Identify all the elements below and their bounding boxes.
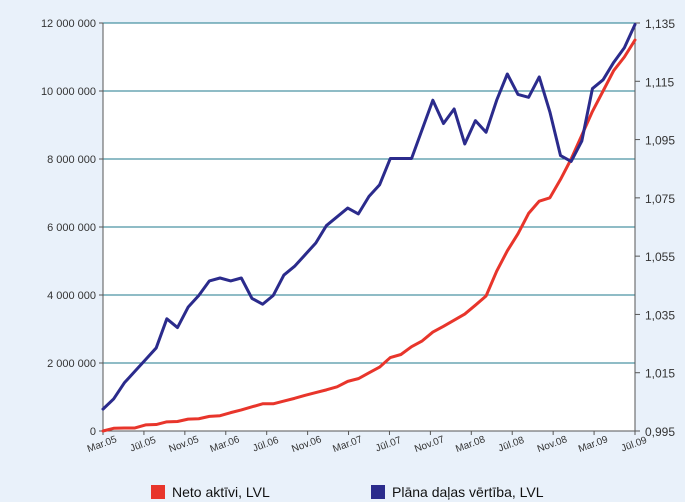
left-tick-label: 12 000 000 [41, 18, 96, 30]
legend-label-neto: Neto aktīvi, LVL [172, 484, 270, 500]
x-tick-label: Mar.08 [454, 434, 487, 455]
series-line-1 [101, 22, 637, 411]
legend-swatch-neto [151, 485, 165, 499]
x-tick-label: Jūl.09 [620, 435, 649, 455]
right-tick-label: 1,015 [645, 367, 675, 381]
x-tick-label: Mar.06 [209, 434, 242, 455]
x-tick-label: Jūl.08 [497, 435, 526, 455]
left-tick-label: 2 000 000 [47, 358, 96, 370]
x-tick-label: Nov.05 [168, 434, 201, 455]
x-axis-ticks: Mar.05 Jūl.05 Nov.05 Mar.06 Jūl.06 Nov.06 Mar.… [86, 430, 649, 455]
series-line-0 [101, 38, 637, 433]
legend-swatch-plana [371, 485, 385, 499]
right-tick-label: 1,095 [645, 134, 675, 148]
right-tick-label: 1,035 [645, 308, 675, 322]
series-lines [101, 22, 637, 433]
right-tick-label: 1,055 [645, 250, 675, 264]
x-tick-label: Jūl.05 [129, 435, 158, 455]
right-tick-label: 0,995 [645, 425, 675, 439]
left-tick-label: 6 000 000 [47, 222, 96, 234]
right-tick-label: 1,135 [645, 17, 675, 31]
right-tick-label: 1,075 [645, 192, 675, 206]
left-tick-label: 8 000 000 [47, 154, 96, 166]
x-tick-label: Mar.07 [331, 434, 364, 455]
right-tick-label: 1,115 [645, 75, 674, 89]
left-tick-label: 4 000 000 [47, 290, 96, 302]
x-tick-label: Nov.08 [536, 434, 569, 455]
left-tick-label: 0 [90, 426, 96, 438]
x-tick-label: Nov.06 [290, 434, 323, 455]
left-axis-ticks: 0 2 000 000 4 000 000 6 000 000 8 000 000 10 … [41, 18, 104, 438]
legend-label-plana: Plāna daļas vērtība, LVL [392, 484, 544, 500]
legend: Neto aktīvi, LVL Plāna daļas vērtība, LV… [151, 484, 544, 500]
right-axis-ticks: 0,995 1,015 1,035 1,055 1,075 1,095 1,115 1,135 [634, 17, 675, 439]
x-tick-label: Jūl.07 [374, 435, 403, 455]
x-tick-label: Jūl.06 [251, 435, 280, 455]
left-tick-label: 10 000 000 [41, 86, 96, 98]
x-tick-label: Mar.09 [577, 434, 610, 455]
x-tick-label: Nov.07 [413, 434, 446, 455]
